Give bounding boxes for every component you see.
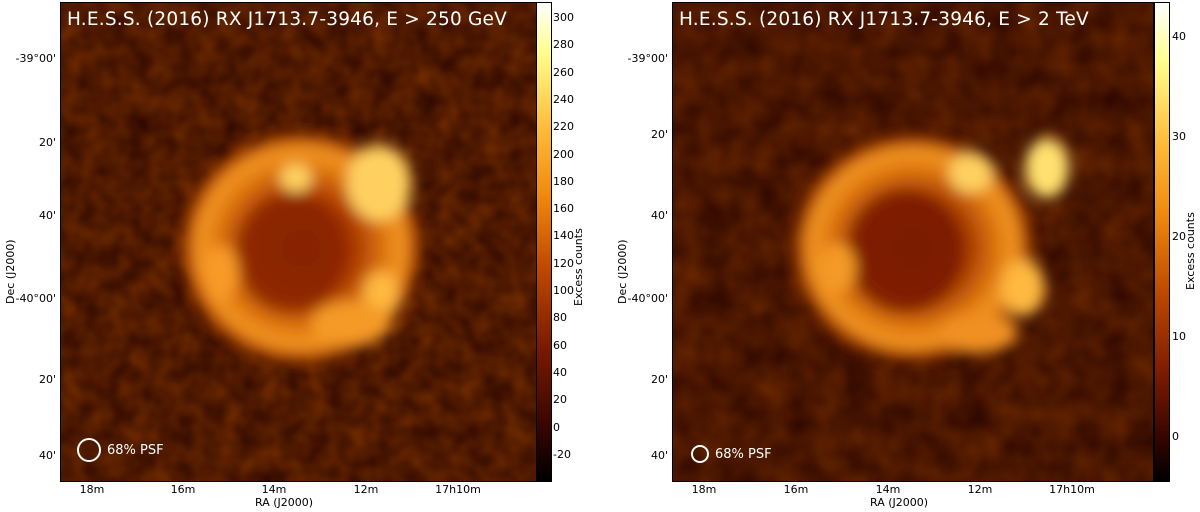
x-axis-title: RA (J2000) <box>255 496 314 509</box>
dec-tick: 40' <box>650 449 668 462</box>
dec-tick: -40°00' <box>627 292 669 305</box>
colorbar-tick: 10 <box>1172 330 1186 343</box>
psf-label: 68% PSF <box>107 442 164 458</box>
colorbar-tick: 220 <box>553 120 574 134</box>
sky-map-right: H.E.S.S. (2016) RX J1713.7-3946, E > 2 T… <box>672 2 1154 482</box>
dec-tick: 20' <box>38 136 56 149</box>
colorbar-tick: 180 <box>553 174 574 188</box>
ra-tick: 17h10m <box>1049 483 1095 496</box>
colorbar-title: Excess counts <box>572 228 585 306</box>
dec-tick: -40°00' <box>15 292 57 305</box>
dec-tick: 20' <box>650 373 668 386</box>
ra-tick: 14m <box>261 483 287 496</box>
colorbar-tick: 0 <box>1172 430 1179 443</box>
ra-tick: 14m <box>875 483 901 496</box>
map-title-left: H.E.S.S. (2016) RX J1713.7-3946, E > 250… <box>67 9 507 30</box>
dec-tick: 40' <box>650 209 668 222</box>
psf-legend-left: 68% PSF <box>77 438 164 462</box>
colorbar-tick: 240 <box>553 92 574 106</box>
ra-tick: 18m <box>79 483 105 496</box>
ra-tick: 16m <box>170 483 196 496</box>
ra-tick: 12m <box>967 483 993 496</box>
ra-tick: 17h10m <box>435 483 481 496</box>
panel-right: H.E.S.S. (2016) RX J1713.7-3946, E > 2 T… <box>612 0 1200 512</box>
colorbar-tick: 80 <box>553 311 567 325</box>
colorbar-tick: 0 <box>553 420 560 434</box>
y-axis-title: Dec (J2000) <box>4 239 17 304</box>
colorbar-tick: 20 <box>1172 230 1186 243</box>
colorbar-right <box>1154 2 1170 482</box>
psf-circle-icon <box>691 445 709 463</box>
colorbar-tick: 100 <box>553 284 574 297</box>
colorbar-tick: 260 <box>553 65 574 79</box>
colorbar-tick: 280 <box>553 38 574 52</box>
psf-label: 68% PSF <box>715 446 772 462</box>
colorbar-tick: -20 <box>553 447 571 461</box>
ra-tick: 12m <box>353 483 379 496</box>
dec-tick: 40' <box>38 209 56 222</box>
colorbar-tick: 40 <box>553 365 567 379</box>
psf-circle-icon <box>77 438 101 462</box>
colorbar-title: Excess counts <box>1184 212 1197 290</box>
colorbar-tick: 30 <box>1172 130 1186 143</box>
ra-tick: 16m <box>783 483 809 496</box>
psf-legend-right: 68% PSF <box>691 445 772 463</box>
map-title-right: H.E.S.S. (2016) RX J1713.7-3946, E > 2 T… <box>679 9 1089 30</box>
colorbar-tick: 20 <box>553 393 567 407</box>
dec-tick: -39°00' <box>627 52 669 65</box>
excess-map-image-right <box>673 3 1153 481</box>
dec-tick: 20' <box>650 128 668 141</box>
x-axis-title: RA (J2000) <box>870 496 929 509</box>
colorbar-tick: 200 <box>553 147 574 161</box>
sky-map-left: H.E.S.S. (2016) RX J1713.7-3946, E > 250… <box>60 2 540 482</box>
colorbar-tick: 300 <box>553 11 574 24</box>
y-axis-title: Dec (J2000) <box>616 239 629 304</box>
colorbar-left <box>536 2 552 482</box>
dec-tick: -39°00' <box>15 52 57 65</box>
ra-tick: 18m <box>691 483 717 496</box>
dec-tick: 20' <box>38 373 56 386</box>
colorbar-tick: 160 <box>553 202 574 216</box>
colorbar-tick: 140 <box>553 229 574 243</box>
excess-map-image-left <box>61 3 539 481</box>
panel-left: H.E.S.S. (2016) RX J1713.7-3946, E > 250… <box>4 2 585 509</box>
dec-tick: 40' <box>38 449 56 462</box>
colorbar-tick: 40 <box>1172 30 1186 43</box>
colorbar-tick: 120 <box>553 256 574 270</box>
colorbar-tick: 60 <box>553 338 567 352</box>
